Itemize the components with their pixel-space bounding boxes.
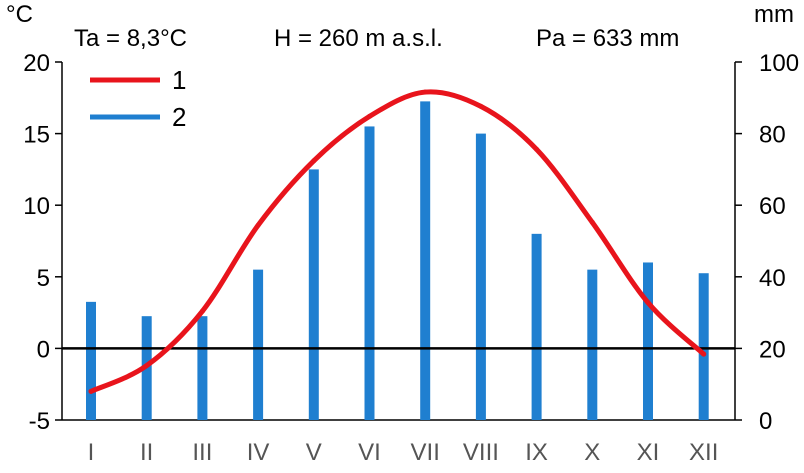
left-tick-label: 20 [23, 50, 50, 77]
legend: 1 2 [90, 65, 186, 132]
temperature-point [701, 351, 707, 357]
legend-label-2: 2 [172, 102, 186, 132]
right-tick-label: 40 [759, 265, 786, 292]
month-labels: I II III IV V VI VII VIII IX X XI XII [88, 439, 719, 466]
left-tick-label: 5 [37, 265, 50, 292]
right-axis-unit: mm [754, 1, 794, 28]
temperature-point [478, 103, 484, 109]
annual-precipitation-label: Pa = 633 mm [536, 25, 679, 52]
month-label: VII [411, 439, 440, 466]
left-tick-label: 0 [37, 336, 50, 363]
mean-temperature-label: Ta = 8,3°C [74, 25, 187, 52]
month-label: IV [247, 439, 270, 466]
right-tick-label: 0 [759, 408, 772, 435]
precipitation-bar [364, 126, 375, 420]
precipitation-bar [698, 273, 709, 420]
right-axis-ticks: 100 80 60 40 20 0 [735, 50, 799, 435]
right-tick-label: 80 [759, 122, 786, 149]
month-label: IX [525, 439, 548, 466]
temperature-point [645, 300, 651, 306]
left-tick-label: 15 [23, 122, 50, 149]
altitude-label: H = 260 m a.s.l. [274, 25, 443, 52]
precipitation-bar [643, 262, 653, 420]
precipitation-bar [531, 233, 542, 420]
temperature-point [367, 113, 372, 119]
left-tick-label: 10 [23, 193, 50, 220]
temperature-series [88, 89, 707, 394]
month-label: VI [358, 439, 381, 466]
temperature-point [422, 89, 428, 95]
precipitation-bar [253, 269, 264, 420]
precipitation-bar [197, 316, 208, 420]
precipitation-bar [587, 269, 598, 420]
temperature-line [88, 89, 707, 394]
month-label: I [88, 439, 95, 466]
precipitation-bar [86, 301, 96, 420]
left-axis-unit: °C [6, 1, 33, 28]
month-label: III [192, 439, 212, 466]
month-label: XII [689, 439, 718, 466]
temperature-point [88, 388, 94, 394]
temperature-point [311, 158, 317, 164]
legend-label-1: 1 [172, 65, 186, 95]
temperature-point [199, 308, 205, 314]
right-tick-label: 100 [759, 50, 799, 77]
left-axis-ticks: 20 15 10 5 0 -5 [23, 50, 62, 435]
month-label: VIII [463, 439, 499, 466]
month-label: V [306, 439, 322, 466]
temperature-point [255, 222, 261, 228]
precipitation-bar [475, 133, 486, 420]
month-label: II [140, 439, 153, 466]
precipitation-bar [420, 101, 431, 420]
left-tick-label: -5 [29, 408, 50, 435]
month-label: X [584, 439, 600, 466]
right-tick-label: 60 [759, 193, 786, 220]
temperature-point [534, 146, 540, 152]
month-label: XI [637, 439, 660, 466]
temperature-point [589, 219, 595, 225]
precipitation-bar [308, 169, 319, 420]
temperature-point [144, 363, 150, 369]
right-tick-label: 20 [759, 336, 786, 363]
